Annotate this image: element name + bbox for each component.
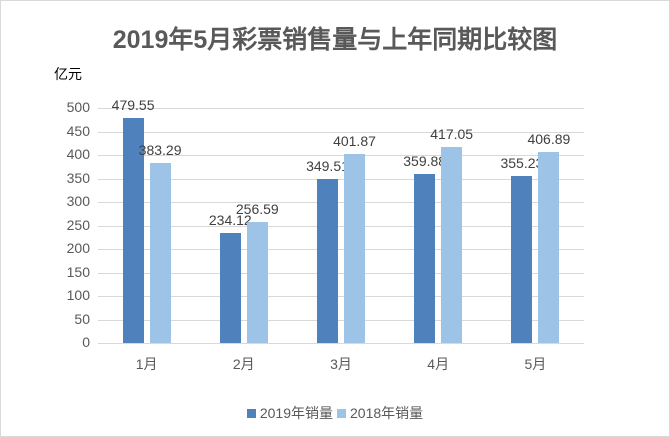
bar-2019-4 bbox=[414, 173, 436, 343]
gridline bbox=[98, 155, 584, 156]
data-label: 234.12 bbox=[208, 211, 252, 228]
data-label: 256.59 bbox=[235, 201, 279, 218]
legend-label: 2018年销量 bbox=[350, 405, 424, 421]
y-tick-label: 200 bbox=[66, 240, 90, 256]
gridline bbox=[98, 319, 584, 321]
gridline bbox=[98, 131, 584, 133]
chart-title: 2019年5月彩票销售量与上年同期比较图 bbox=[112, 26, 558, 54]
legend-label: 2019年销量 bbox=[259, 405, 333, 421]
y-tick-label: 450 bbox=[66, 122, 90, 139]
legend-swatch-icon bbox=[337, 408, 346, 418]
x-tick-label: 4月 bbox=[427, 356, 450, 372]
bar-2018-1 bbox=[149, 162, 171, 343]
gridline bbox=[98, 296, 584, 297]
y-tick-label: 0 bbox=[82, 334, 90, 350]
gridline bbox=[98, 343, 584, 344]
data-label: 359.88 bbox=[403, 152, 447, 169]
gridline bbox=[98, 202, 584, 203]
gridline bbox=[98, 225, 584, 227]
data-label: 479.55 bbox=[111, 96, 155, 113]
y-tick-label: 50 bbox=[74, 310, 90, 327]
legend-item-2019: 2019年销量 bbox=[246, 403, 333, 423]
data-label: 355.23 bbox=[500, 155, 544, 172]
data-label: 401.87 bbox=[333, 133, 376, 150]
gridline bbox=[98, 108, 584, 109]
data-label: 383.29 bbox=[138, 141, 182, 158]
y-tick-label: 150 bbox=[66, 263, 90, 280]
y-tick-label: 500 bbox=[66, 99, 90, 115]
x-tick-label: 5月 bbox=[524, 356, 547, 372]
bar-2019-1 bbox=[122, 117, 144, 343]
y-tick-label: 400 bbox=[66, 146, 90, 162]
gridline bbox=[98, 249, 584, 250]
bar-2018-3 bbox=[344, 154, 365, 343]
y-axis-unit-label: 亿元 bbox=[54, 66, 82, 82]
gridline bbox=[98, 272, 584, 274]
data-label: 349.51 bbox=[306, 157, 349, 174]
y-tick-label: 350 bbox=[66, 169, 90, 186]
x-tick-label: 3月 bbox=[330, 356, 352, 372]
legend: 2019年销量 2018年销量 bbox=[0, 403, 670, 423]
data-label: 417.05 bbox=[430, 125, 474, 142]
bar-2018-5 bbox=[538, 151, 560, 343]
data-label: 406.89 bbox=[527, 130, 571, 147]
legend-item-2018: 2018年销量 bbox=[337, 403, 423, 423]
plot-area: 0 50 100 150 200 250 300 350 400 450 500 479.55 383.… bbox=[67, 97, 584, 372]
x-tick-label: 1月 bbox=[135, 356, 158, 372]
y-tick-label: 100 bbox=[66, 287, 90, 303]
bar-2019-2 bbox=[219, 232, 241, 343]
bar-2019-3 bbox=[317, 178, 338, 343]
bar-2018-4 bbox=[441, 147, 463, 343]
y-tick-label: 300 bbox=[66, 193, 90, 209]
bar-2018-2 bbox=[246, 222, 268, 343]
legend-swatch-icon bbox=[246, 408, 256, 418]
gridline bbox=[98, 178, 584, 180]
x-tick-label: 2月 bbox=[232, 356, 255, 372]
bar-2019-5 bbox=[511, 176, 533, 343]
y-tick-label: 250 bbox=[66, 216, 90, 233]
